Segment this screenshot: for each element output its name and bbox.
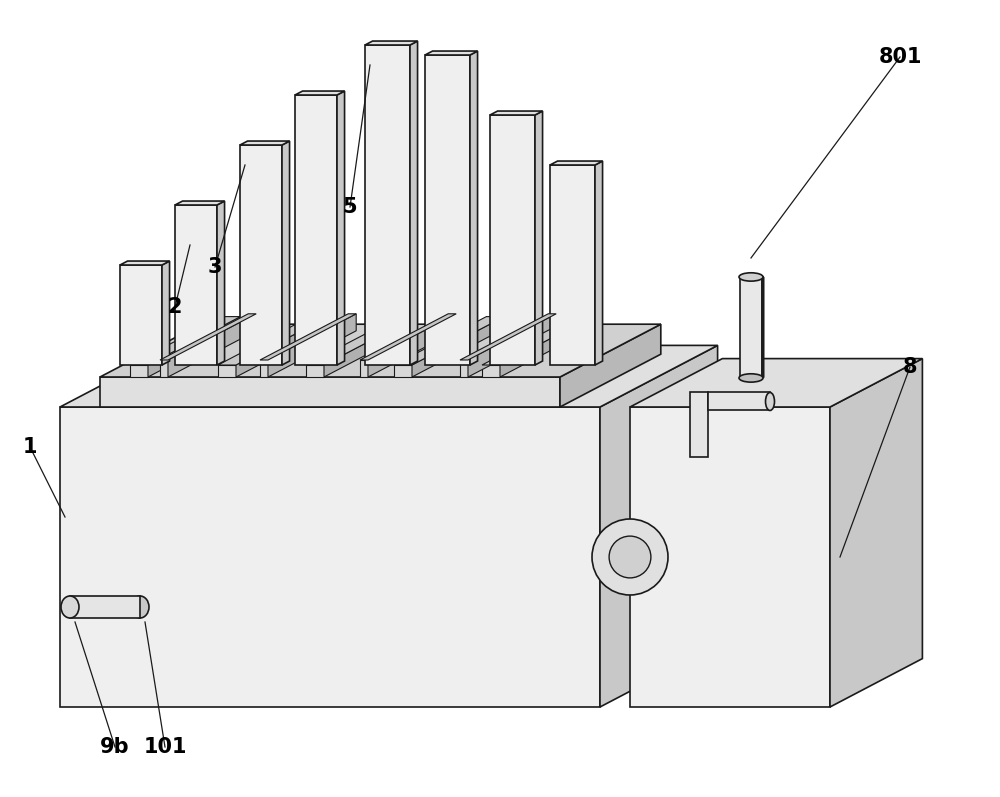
Text: 8: 8 — [903, 357, 917, 377]
Ellipse shape — [131, 596, 149, 618]
Polygon shape — [600, 345, 718, 707]
Polygon shape — [365, 45, 410, 365]
Polygon shape — [175, 205, 217, 365]
Polygon shape — [360, 360, 368, 377]
Polygon shape — [120, 265, 162, 365]
Polygon shape — [268, 314, 356, 377]
Ellipse shape — [739, 273, 763, 281]
Circle shape — [609, 536, 651, 578]
Text: 1: 1 — [23, 437, 37, 457]
Polygon shape — [468, 314, 556, 377]
Polygon shape — [394, 365, 412, 377]
Polygon shape — [70, 596, 140, 618]
Ellipse shape — [739, 374, 763, 382]
Polygon shape — [100, 377, 560, 407]
Polygon shape — [100, 324, 661, 377]
Polygon shape — [550, 161, 603, 165]
Polygon shape — [160, 314, 256, 360]
Polygon shape — [830, 359, 922, 707]
Polygon shape — [482, 316, 592, 365]
Text: 3: 3 — [208, 257, 222, 277]
Text: 9b: 9b — [100, 737, 130, 757]
Polygon shape — [240, 141, 290, 145]
Polygon shape — [482, 365, 500, 377]
Polygon shape — [337, 91, 345, 365]
Polygon shape — [365, 41, 418, 45]
Ellipse shape — [766, 392, 774, 410]
Polygon shape — [762, 277, 764, 378]
Polygon shape — [260, 360, 268, 377]
Polygon shape — [60, 407, 600, 707]
Polygon shape — [160, 360, 168, 377]
Polygon shape — [217, 201, 225, 365]
Polygon shape — [560, 324, 661, 407]
Polygon shape — [410, 41, 418, 365]
Polygon shape — [260, 314, 356, 360]
Polygon shape — [240, 145, 282, 365]
Polygon shape — [690, 392, 708, 457]
Polygon shape — [306, 316, 416, 365]
Polygon shape — [120, 261, 170, 265]
Polygon shape — [130, 316, 240, 365]
Polygon shape — [236, 316, 328, 377]
Polygon shape — [425, 51, 478, 55]
Polygon shape — [630, 359, 922, 407]
Polygon shape — [306, 365, 324, 377]
Polygon shape — [175, 201, 225, 205]
Polygon shape — [360, 314, 456, 360]
Polygon shape — [460, 360, 468, 377]
Text: 5: 5 — [343, 197, 357, 217]
Polygon shape — [490, 115, 535, 365]
Text: 801: 801 — [878, 47, 922, 67]
Polygon shape — [162, 261, 170, 365]
Polygon shape — [295, 91, 345, 95]
Polygon shape — [740, 278, 762, 378]
Polygon shape — [324, 316, 416, 377]
Polygon shape — [60, 345, 718, 407]
Polygon shape — [218, 365, 236, 377]
Polygon shape — [412, 316, 504, 377]
Polygon shape — [282, 141, 290, 365]
Polygon shape — [550, 165, 595, 365]
Polygon shape — [708, 392, 770, 410]
Polygon shape — [490, 111, 543, 115]
Polygon shape — [368, 314, 456, 377]
Text: 2: 2 — [168, 297, 182, 317]
Polygon shape — [500, 316, 592, 377]
Polygon shape — [740, 277, 764, 278]
Polygon shape — [595, 161, 603, 365]
Polygon shape — [535, 111, 543, 365]
Polygon shape — [394, 316, 504, 365]
Polygon shape — [425, 55, 470, 365]
Polygon shape — [295, 95, 337, 365]
Polygon shape — [460, 314, 556, 360]
Polygon shape — [630, 407, 830, 707]
Polygon shape — [130, 365, 148, 377]
Polygon shape — [218, 316, 328, 365]
Circle shape — [592, 519, 668, 595]
Text: 101: 101 — [143, 737, 187, 757]
Polygon shape — [470, 51, 478, 365]
Ellipse shape — [61, 596, 79, 618]
Polygon shape — [168, 314, 256, 377]
Polygon shape — [148, 316, 240, 377]
